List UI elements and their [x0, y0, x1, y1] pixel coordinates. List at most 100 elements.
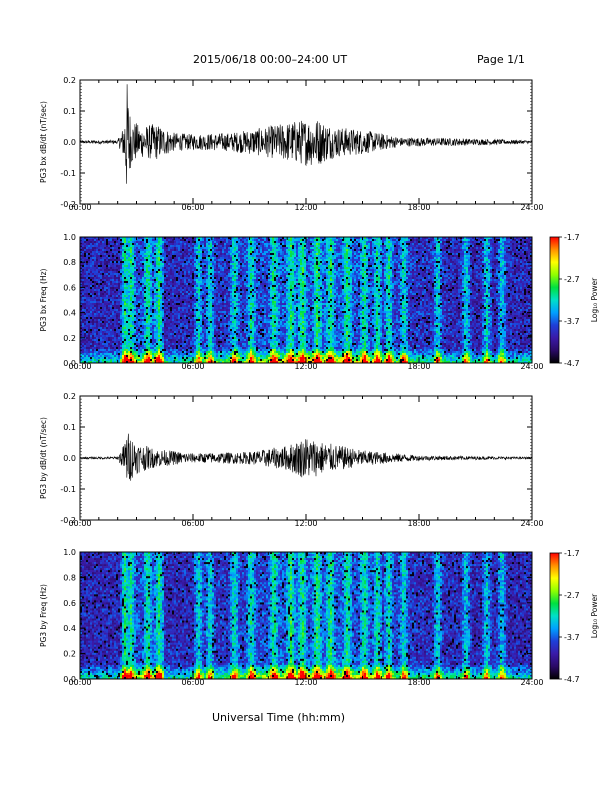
spectrogram-cell	[116, 325, 118, 327]
spectrogram-cell	[106, 357, 108, 359]
spectrogram-cell	[94, 245, 96, 247]
spectrogram-cell	[114, 287, 116, 289]
spectrogram-cell	[108, 343, 110, 345]
spectrogram-cell	[114, 327, 116, 329]
spectrogram-cell	[96, 261, 98, 263]
spectrogram-cell	[86, 315, 88, 317]
spectrogram-cell	[100, 257, 102, 259]
spectrogram-cell	[106, 243, 108, 245]
spectrogram-cell	[100, 321, 102, 323]
spectrogram-cell	[96, 323, 98, 325]
spectrogram-cell	[106, 283, 108, 285]
spectrogram-cell	[82, 271, 84, 273]
spectrogram-cell	[88, 347, 90, 349]
spectrogram-cell	[116, 309, 118, 311]
spectrogram-cell	[102, 285, 104, 287]
spectrogram-cell	[84, 267, 86, 269]
spectrogram-cell	[96, 335, 98, 337]
spectrogram-cell	[96, 349, 98, 351]
spectrogram-cell	[112, 283, 114, 285]
spectrogram-cell	[104, 319, 106, 321]
spectrogram-cell	[112, 309, 114, 311]
spectrogram-cell	[88, 289, 90, 291]
spectrogram-cell	[98, 297, 100, 299]
spectrogram-cell	[92, 357, 94, 359]
spectrogram-cell	[92, 311, 94, 313]
spectrogram-cell	[114, 267, 116, 269]
spectrogram-cell	[84, 307, 86, 309]
spectrogram-cell	[104, 241, 106, 243]
spectrogram-cell	[114, 299, 116, 301]
spectrogram-cell	[94, 267, 96, 269]
spectrogram-cell	[104, 249, 106, 251]
spectrogram-cell	[98, 345, 100, 347]
spectrogram-cell	[108, 331, 110, 333]
spectrogram-cell	[108, 303, 110, 305]
spectrogram-cell	[116, 289, 118, 291]
spectrogram-cell	[118, 251, 120, 253]
spectrogram-cell	[108, 291, 110, 293]
spectrogram-cell	[108, 289, 110, 291]
spectrogram-cell	[106, 309, 108, 311]
spectrogram-cell	[112, 305, 114, 307]
spectrogram-cell	[100, 291, 102, 293]
spectrogram-cell	[102, 319, 104, 321]
spectrogram-cell	[116, 271, 118, 273]
spectrogram-cell	[118, 245, 120, 247]
spectrogram-cell	[100, 287, 102, 289]
spectrogram-cell	[84, 353, 86, 355]
spectrogram-cell	[112, 269, 114, 271]
spectrogram-cell	[84, 333, 86, 335]
spectrogram-cell	[100, 239, 102, 241]
spectrogram-cell	[116, 291, 118, 293]
spectrogram-cell	[108, 283, 110, 285]
spectrogram-cell	[104, 287, 106, 289]
spectrogram-cell	[92, 287, 94, 289]
spectrogram-cell	[88, 275, 90, 277]
spectrogram-cell	[90, 245, 92, 247]
spectrogram-cell	[86, 287, 88, 289]
spectrogram-cell	[88, 333, 90, 335]
spectrogram-cell	[108, 243, 110, 245]
spectrogram-cell	[88, 271, 90, 273]
spectrogram-cell	[108, 313, 110, 315]
spectrogram-cell	[90, 293, 92, 295]
spectrogram-cell	[112, 355, 114, 357]
spectrogram-cell	[100, 299, 102, 301]
spectrogram-cell	[108, 259, 110, 261]
spectrogram-cell	[106, 263, 108, 265]
spectrogram-cell	[114, 259, 116, 261]
spectrogram-cell	[106, 295, 108, 297]
spectrogram-cell	[98, 243, 100, 245]
spectrogram-cell	[110, 319, 112, 321]
spectrogram-cell	[112, 295, 114, 297]
spectrogram-cell	[94, 275, 96, 277]
spectrogram-cell	[100, 281, 102, 283]
spectrogram-cell	[114, 285, 116, 287]
spectrogram-cell	[86, 313, 88, 315]
spectrogram-cell	[106, 285, 108, 287]
spectrogram-cell	[100, 289, 102, 291]
spectrogram-cell	[82, 243, 84, 245]
spectrogram-cell	[114, 241, 116, 243]
spectrogram-cell	[86, 299, 88, 301]
spectrogram-cell	[90, 261, 92, 263]
spectrogram-cell	[86, 309, 88, 311]
spectrogram-cell	[86, 303, 88, 305]
spectrogram-cell	[82, 329, 84, 331]
spectrogram-cell	[102, 249, 104, 251]
spectrogram-cell	[86, 265, 88, 267]
spectrogram-cell	[92, 335, 94, 337]
spectrogram-cell	[106, 299, 108, 301]
spectrogram-cell	[118, 263, 120, 265]
spectrogram-cell	[92, 355, 94, 357]
spectrogram-cell	[82, 335, 84, 337]
spectrogram-cell	[94, 261, 96, 263]
spectrogram-cell	[92, 345, 94, 347]
spectrogram-cell	[118, 277, 120, 279]
spectrogram-cell	[116, 315, 118, 317]
spectrogram-cell	[100, 315, 102, 317]
spectrogram-cell	[112, 319, 114, 321]
spectrogram-cell	[102, 267, 104, 269]
spectrogram-cell	[108, 341, 110, 343]
